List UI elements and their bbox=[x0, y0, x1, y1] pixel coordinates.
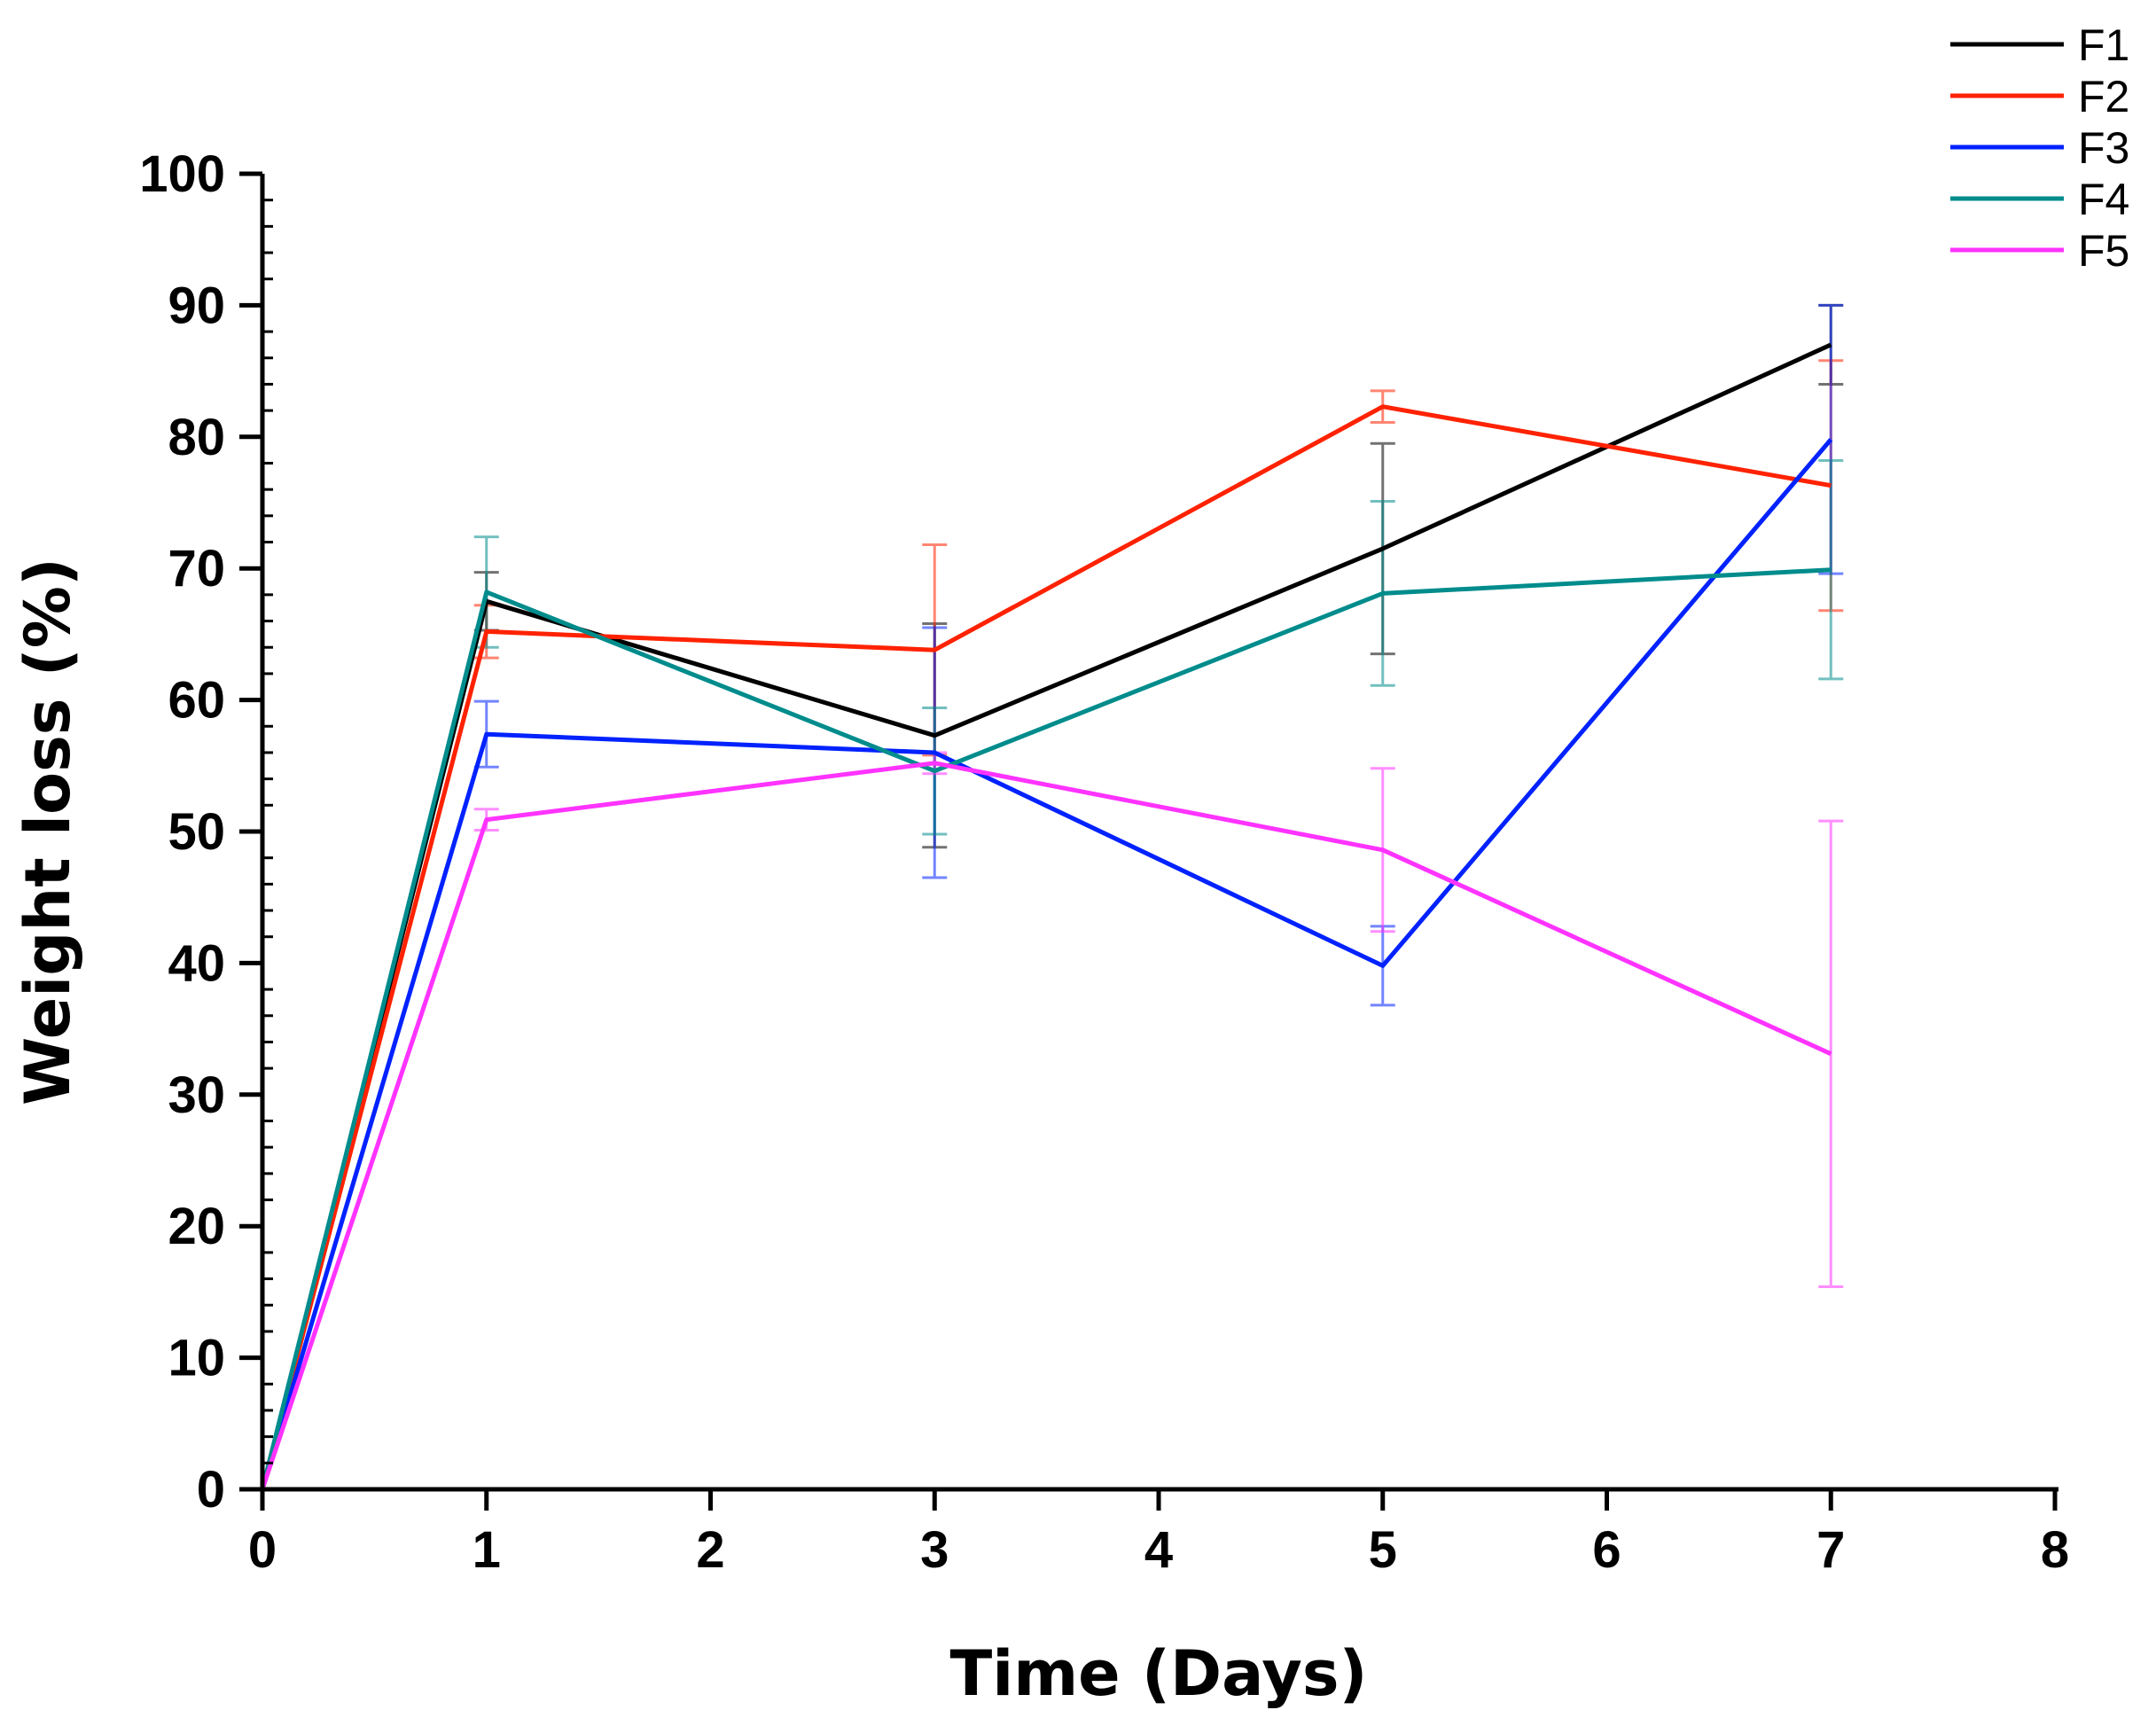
x-tick-label: 4 bbox=[1144, 1521, 1173, 1579]
x-tick-label: 1 bbox=[473, 1521, 501, 1579]
y-tick-label: 70 bbox=[168, 540, 225, 597]
y-axis-title: Weight loss (%) bbox=[12, 558, 84, 1105]
y-tick-label: 10 bbox=[168, 1330, 225, 1387]
series-line-f4 bbox=[260, 567, 1832, 1490]
series-line-f3 bbox=[260, 438, 1833, 1490]
x-tick-label: 8 bbox=[2041, 1521, 2069, 1579]
tick-labels: 0 10 20 30 40 50 60 70 80 90 100 0 1 2 3 4 5 6 7 8 bbox=[139, 145, 2069, 1579]
y-tick-label: 80 bbox=[168, 409, 225, 466]
legend-label-f4: F4 bbox=[2078, 175, 2129, 224]
y-tick-label: 30 bbox=[168, 1066, 225, 1124]
y-tick-label: 20 bbox=[168, 1198, 225, 1255]
y-tick-label: 50 bbox=[168, 803, 225, 861]
x-axis-title: Time (Days) bbox=[950, 1637, 1368, 1710]
legend-label-f3: F3 bbox=[2078, 123, 2129, 173]
series-lines bbox=[260, 342, 1833, 1490]
series-line-f2 bbox=[260, 404, 1832, 1490]
x-tick-label: 5 bbox=[1369, 1521, 1397, 1579]
x-tick-label: 2 bbox=[696, 1521, 724, 1579]
legend-label-f1: F1 bbox=[2078, 20, 2129, 70]
series-line-f5 bbox=[260, 761, 1832, 1490]
y-tick-label: 100 bbox=[139, 145, 225, 203]
y-tick-label: 0 bbox=[197, 1461, 225, 1519]
y-tick-label: 90 bbox=[168, 277, 225, 334]
axes bbox=[239, 171, 2058, 1511]
y-tick-label: 60 bbox=[168, 672, 225, 730]
legend-label-f5: F5 bbox=[2078, 226, 2129, 276]
y-tick-label: 40 bbox=[168, 934, 225, 992]
x-tick-label: 0 bbox=[248, 1521, 277, 1579]
series-line-f1 bbox=[260, 342, 1832, 1490]
x-tick-label: 3 bbox=[920, 1521, 949, 1579]
legend-label-f2: F2 bbox=[2078, 72, 2129, 121]
x-tick-label: 7 bbox=[1816, 1521, 1845, 1579]
x-tick-label: 6 bbox=[1592, 1521, 1621, 1579]
